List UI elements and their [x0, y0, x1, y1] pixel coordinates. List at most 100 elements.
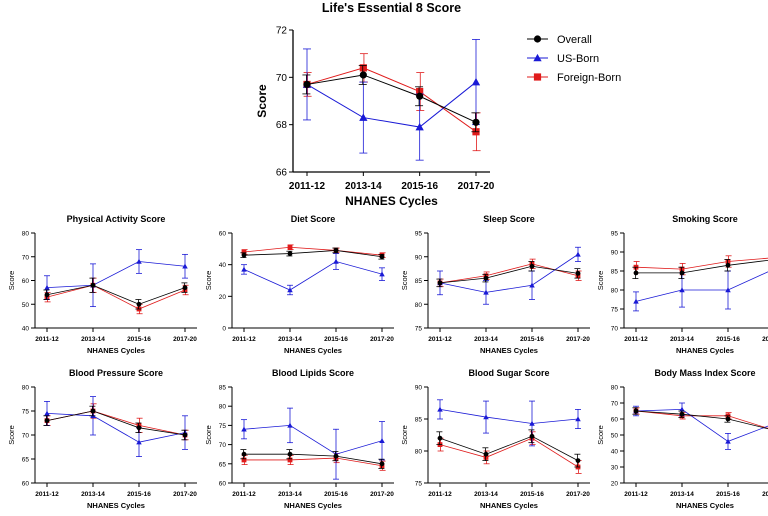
- y-tick-label: 70: [611, 326, 619, 333]
- x-tick-label: 2017-20: [370, 336, 394, 343]
- series-foreign-born: [633, 255, 768, 276]
- data-point: [575, 251, 581, 257]
- data-point: [287, 422, 293, 428]
- series-overall: [632, 407, 768, 430]
- x-axis-label: NHANES Cycles: [480, 501, 538, 510]
- series-line: [439, 437, 579, 468]
- chart-title: Blood Lipids Score: [272, 368, 354, 378]
- y-tick-label: 85: [219, 385, 227, 392]
- series-overall: [240, 247, 385, 260]
- y-tick-label: 80: [22, 231, 30, 238]
- series-overall: [43, 405, 188, 441]
- legend-label: Foreign-Born: [557, 72, 621, 84]
- data-point: [437, 435, 443, 441]
- series-line: [636, 259, 768, 274]
- x-axis-label: NHANES Cycles: [345, 194, 438, 208]
- y-tick-label: 75: [415, 481, 423, 488]
- y-tick-label: 50: [611, 433, 619, 440]
- x-axis-label: NHANES Cycles: [676, 501, 734, 510]
- x-tick-label: 2013-14: [670, 491, 694, 498]
- y-axis-label: Score: [255, 84, 269, 118]
- data-point: [44, 418, 50, 423]
- data-point: [241, 249, 247, 255]
- y-tick-label: 90: [415, 254, 423, 261]
- chart-smoking: Smoking Score 70 75 80 85 90 95 2011-12 2013-14 2…: [596, 214, 768, 355]
- chart-diet: Diet Score 0 20 40 60 2011-12 2013-14 2015-16 20…: [204, 214, 394, 355]
- series-line: [306, 74, 477, 123]
- y-tick-label: 80: [219, 404, 227, 411]
- data-point: [359, 113, 368, 121]
- y-tick-label: 80: [611, 385, 619, 392]
- series-line: [306, 81, 477, 128]
- x-tick-label: 2017-20: [173, 336, 197, 343]
- y-tick-label: 68: [276, 120, 288, 131]
- chart-title: Blood Pressure Score: [69, 368, 163, 378]
- legend-marker-circle-icon: [533, 35, 542, 43]
- x-tick-label: 2017-20: [173, 491, 197, 498]
- data-point: [379, 461, 385, 467]
- data-point: [575, 458, 581, 463]
- series-line: [439, 254, 579, 293]
- data-point: [679, 266, 685, 272]
- series-line: [46, 284, 186, 305]
- data-point: [379, 271, 385, 277]
- series-us-born: [241, 407, 385, 480]
- data-point: [725, 416, 731, 422]
- y-tick-label: 70: [276, 73, 288, 84]
- x-tick-label: 2013-14: [278, 336, 302, 343]
- x-tick-label: 2011-12: [624, 491, 648, 498]
- data-point: [287, 451, 293, 457]
- y-tick-label: 60: [611, 417, 619, 424]
- y-tick-label: 80: [415, 302, 423, 309]
- x-tick-label: 2015-16: [520, 491, 544, 498]
- x-tick-label: 2015-16: [401, 181, 438, 192]
- y-tick-label: 95: [611, 231, 619, 238]
- data-point: [333, 248, 339, 253]
- y-tick-label: 72: [276, 26, 288, 37]
- chart-title: Blood Sugar Score: [468, 368, 549, 378]
- y-tick-label: 75: [415, 326, 423, 333]
- chart-title: Diet Score: [291, 214, 336, 224]
- data-point: [287, 251, 293, 256]
- series-overall: [302, 65, 480, 133]
- x-tick-label: 2017-20: [370, 491, 394, 498]
- data-point: [725, 438, 731, 444]
- data-point: [136, 425, 142, 431]
- y-tick-label: 90: [415, 385, 423, 392]
- data-point: [90, 282, 96, 288]
- legend-marker-triangle-icon: [533, 53, 542, 62]
- data-point: [471, 77, 481, 86]
- x-tick-label: 2011-12: [289, 181, 326, 192]
- data-point: [529, 420, 535, 426]
- series-us-born: [633, 402, 768, 450]
- data-point: [472, 118, 480, 126]
- chart-sugar: Blood Sugar Score 75 80 85 90 2011-12 2013-14 2…: [400, 368, 590, 510]
- series-line: [635, 410, 768, 430]
- series-foreign-born: [44, 277, 189, 315]
- data-point: [287, 457, 293, 463]
- data-point: [287, 244, 293, 250]
- data-point: [241, 252, 247, 258]
- y-tick-label: 85: [415, 278, 423, 285]
- y-tick-label: 60: [219, 231, 227, 238]
- y-axis-label: Score: [400, 271, 409, 291]
- data-point: [416, 92, 424, 100]
- data-point: [136, 439, 142, 445]
- x-tick-label: 2017-20: [566, 491, 590, 498]
- series-line: [46, 261, 186, 289]
- data-point: [529, 263, 535, 269]
- x-tick-label: 2013-14: [278, 491, 302, 498]
- series-line: [244, 457, 383, 467]
- y-tick-label: 80: [22, 385, 30, 392]
- data-point: [182, 285, 188, 291]
- data-point: [182, 432, 188, 438]
- chart-title: Physical Activity Score: [67, 214, 166, 224]
- x-tick-label: 2015-16: [324, 336, 348, 343]
- chart-bp: Blood Pressure Score 60 65 70 75 80 2011-12 201…: [7, 368, 197, 510]
- data-point: [483, 275, 489, 281]
- series-line: [439, 265, 579, 284]
- x-tick-label: 2013-14: [81, 491, 105, 498]
- x-axis-label: NHANES Cycles: [284, 501, 342, 510]
